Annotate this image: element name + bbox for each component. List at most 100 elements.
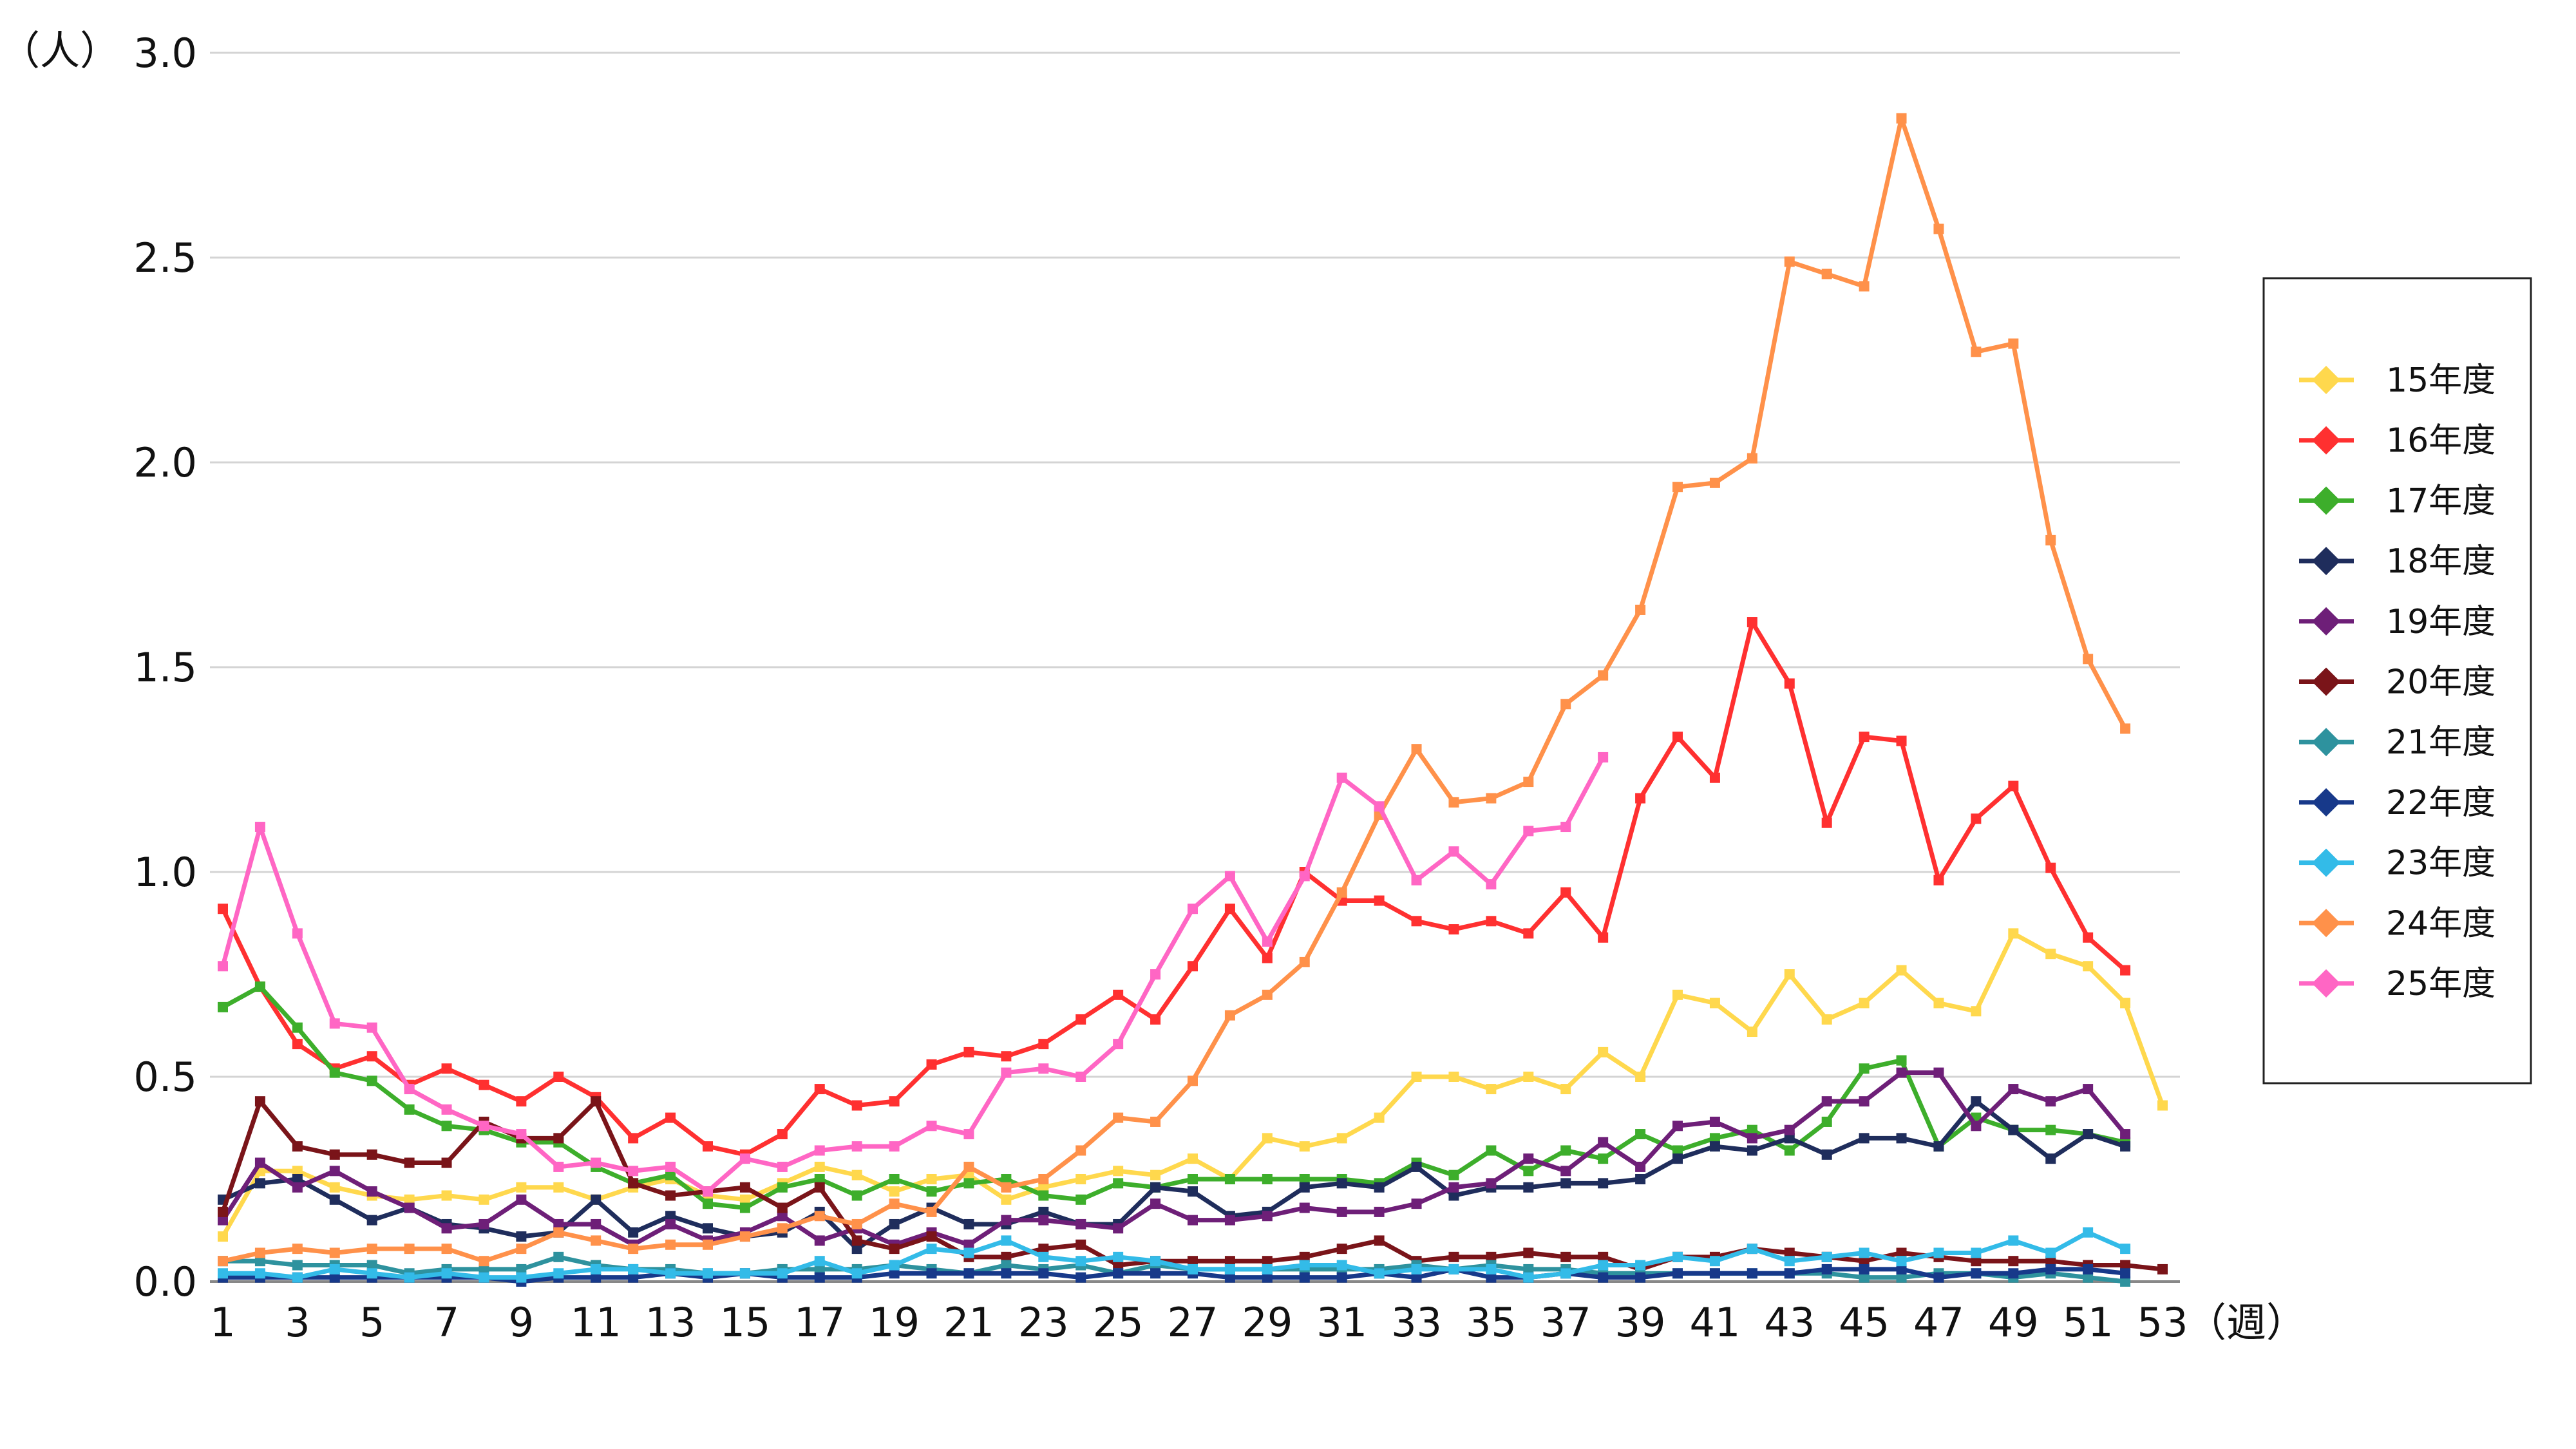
data-point <box>1523 1264 1534 1274</box>
data-point <box>1262 1256 1273 1267</box>
data-point <box>926 1268 937 1279</box>
series-20年度 <box>218 1096 2168 1274</box>
data-point <box>1113 1166 1124 1177</box>
data-point <box>2157 1100 2168 1111</box>
legend-item: 20年度 <box>2299 663 2496 702</box>
data-point <box>254 1096 265 1107</box>
legend-item: 24年度 <box>2299 904 2496 943</box>
data-point <box>404 1157 415 1168</box>
data-point <box>1821 1251 1832 1262</box>
data-point <box>1523 826 1534 837</box>
x-tick-label: 41 <box>1689 1299 1740 1346</box>
data-point <box>1523 1247 1534 1258</box>
series-line <box>220 1099 2163 1272</box>
y-tick-label: 0.5 <box>133 1054 197 1101</box>
data-point <box>1224 1264 1235 1274</box>
data-point <box>478 1194 489 1205</box>
data-point <box>665 1268 676 1279</box>
data-point <box>2045 1124 2056 1135</box>
data-point <box>1075 1072 1086 1082</box>
data-point <box>1486 1251 1497 1262</box>
data-point <box>591 1096 601 1107</box>
data-point <box>478 1079 489 1090</box>
data-point <box>1299 1182 1310 1193</box>
data-point <box>1262 952 1273 963</box>
data-point <box>1598 1153 1609 1164</box>
legend-item: 15年度 <box>2299 361 2496 400</box>
x-tick-label: 39 <box>1615 1299 1666 1346</box>
data-point <box>1150 1256 1161 1267</box>
data-point <box>1038 1244 1049 1255</box>
data-point <box>1635 793 1646 804</box>
data-point <box>1262 1272 1273 1283</box>
data-point <box>292 1039 303 1050</box>
data-point <box>366 1244 377 1255</box>
data-point <box>1374 1112 1385 1123</box>
data-point <box>1001 1182 1012 1193</box>
data-point <box>739 1182 750 1193</box>
data-point <box>1672 1251 1683 1262</box>
data-point <box>1374 801 1385 812</box>
data-point <box>1859 1272 1870 1283</box>
series-lines <box>218 113 2168 1287</box>
data-point <box>1784 969 1795 980</box>
data-point <box>1038 1206 1049 1217</box>
data-point <box>1001 1174 1012 1184</box>
data-point <box>1336 772 1347 783</box>
data-point <box>739 1153 750 1164</box>
data-point <box>1672 989 1683 1000</box>
data-point <box>1188 1174 1198 1184</box>
x-tick-label: 23 <box>1018 1299 1069 1346</box>
data-point <box>665 1239 676 1250</box>
data-point <box>1411 1072 1422 1082</box>
data-point <box>2008 1124 2019 1135</box>
data-point <box>254 1157 265 1168</box>
legend: 15年度 16年度 17年度 18年度 19年度 20年度 21年度 22年度 23年度 24年度… <box>2299 361 2496 1003</box>
x-tick-label: 13 <box>645 1299 696 1346</box>
data-point <box>665 1218 676 1229</box>
data-point <box>478 1218 489 1229</box>
data-point <box>1598 1137 1609 1148</box>
data-point <box>1448 846 1459 857</box>
data-point <box>628 1133 639 1144</box>
data-point <box>292 1260 303 1271</box>
data-point <box>553 1133 564 1144</box>
data-point <box>1038 1174 1049 1184</box>
data-point <box>1560 1166 1571 1177</box>
data-point <box>254 822 265 833</box>
data-point <box>254 981 265 992</box>
data-point <box>404 1244 415 1255</box>
data-point <box>1635 1129 1646 1140</box>
series-15年度 <box>218 928 2168 1242</box>
series-line <box>222 116 2128 1264</box>
x-tick-label: 15 <box>719 1299 770 1346</box>
data-point <box>1224 1272 1235 1283</box>
data-point <box>1411 1198 1422 1209</box>
data-point <box>1038 1190 1049 1201</box>
data-point <box>1075 1174 1086 1184</box>
data-point <box>1672 1145 1683 1156</box>
data-point <box>329 1182 340 1193</box>
data-point <box>1486 879 1497 890</box>
data-point <box>329 1067 340 1078</box>
data-point <box>1150 1268 1161 1279</box>
data-point <box>1224 1215 1235 1226</box>
data-point <box>1188 1256 1198 1267</box>
data-point <box>1523 1166 1534 1177</box>
data-point <box>441 1121 452 1132</box>
data-point <box>591 1194 601 1205</box>
data-point <box>1374 1182 1385 1193</box>
legend-diamond-icon <box>2312 426 2340 455</box>
data-point <box>1523 1182 1534 1193</box>
data-point <box>851 1190 862 1201</box>
data-point <box>814 1161 825 1172</box>
data-point <box>553 1227 564 1238</box>
data-point <box>1336 1133 1347 1144</box>
data-point <box>2008 1268 2019 1279</box>
data-point <box>739 1194 750 1205</box>
data-point <box>1486 1272 1497 1283</box>
data-point <box>814 1084 825 1095</box>
data-point <box>1001 1067 1012 1078</box>
data-point <box>1448 797 1459 808</box>
